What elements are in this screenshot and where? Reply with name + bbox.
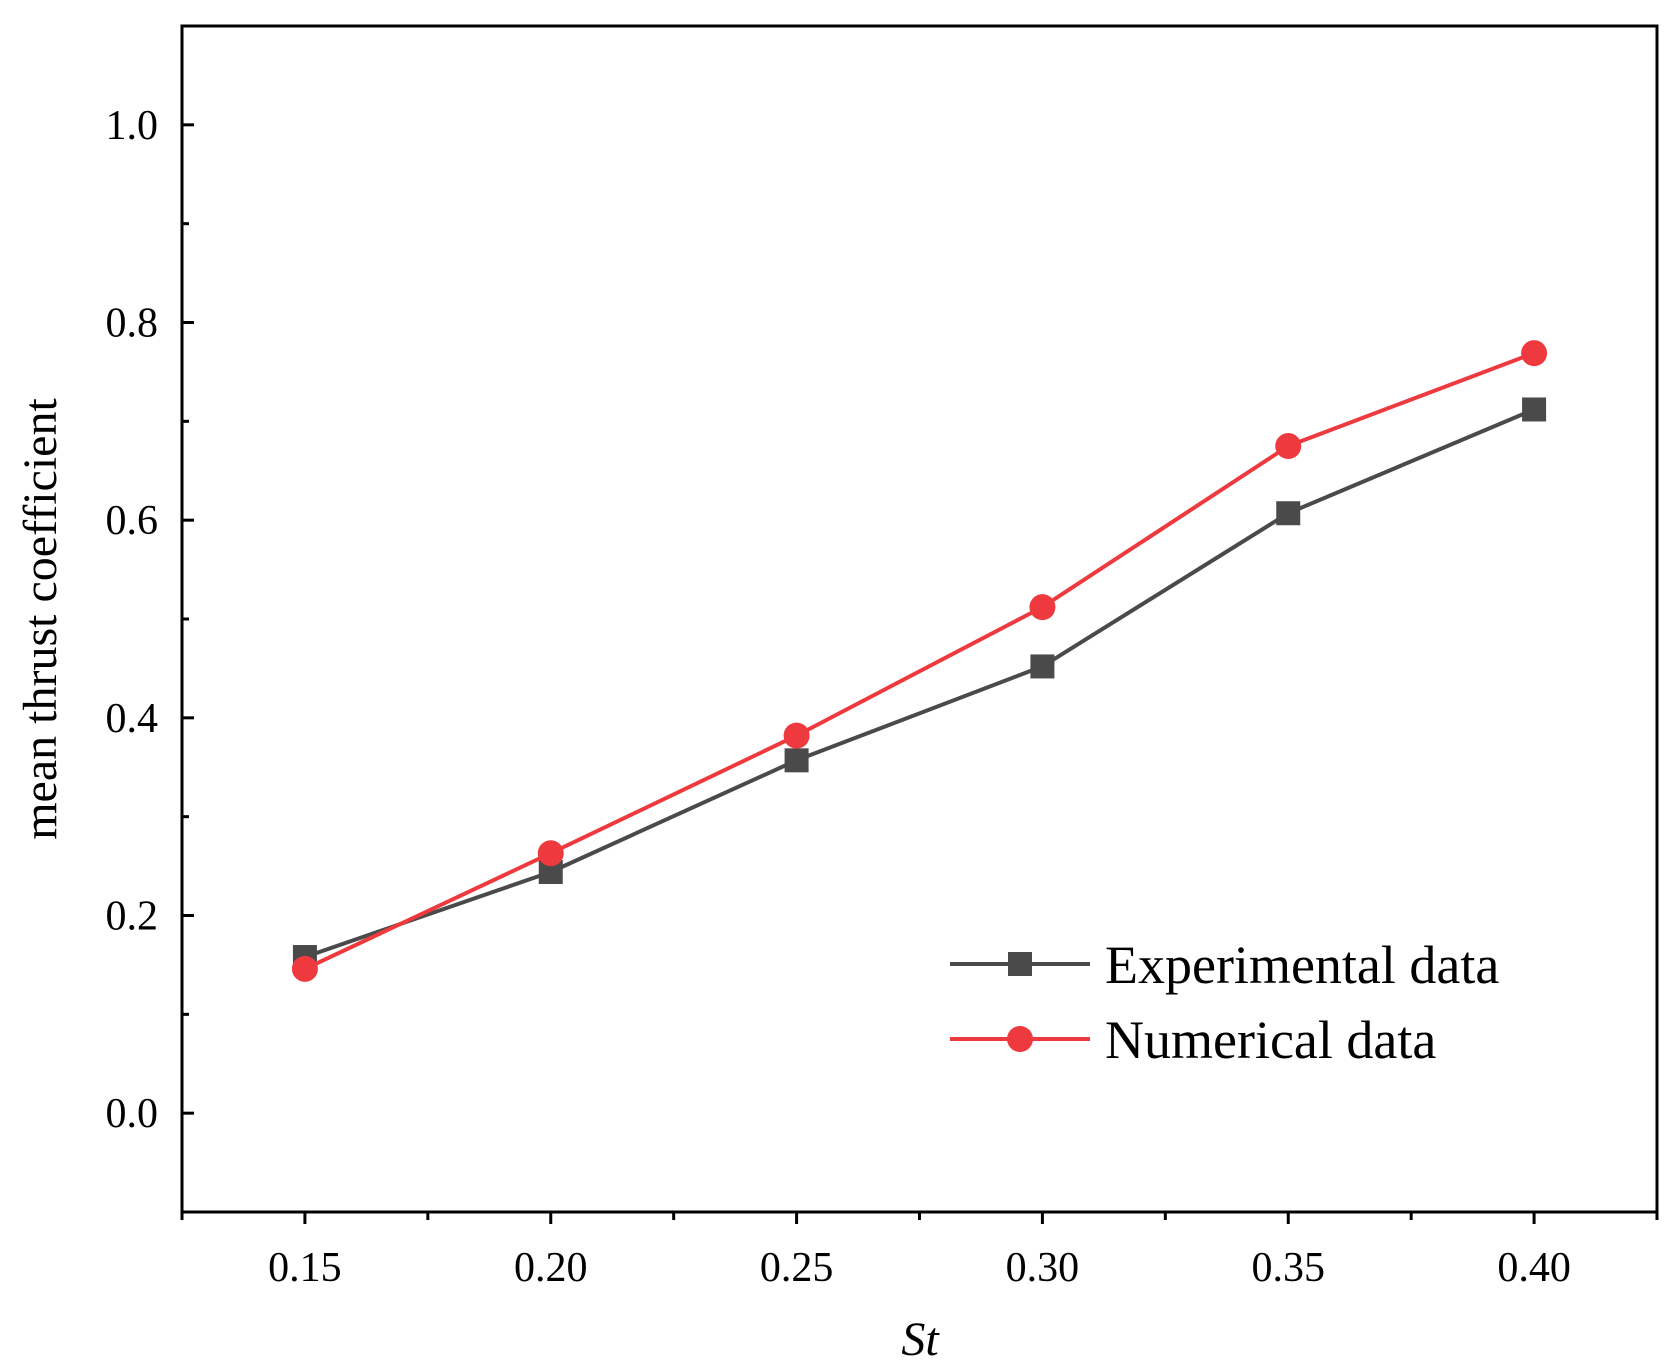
x-tick-label: 0.35: [1252, 1245, 1326, 1291]
y-tick-label: 1.0: [106, 103, 159, 149]
legend-label-experimental: Experimental data: [1105, 935, 1499, 995]
series-line: [304, 351, 1535, 971]
x-tick-label: 0.20: [514, 1245, 588, 1291]
data-point-circle: [1029, 594, 1056, 621]
series-line: [304, 407, 1535, 959]
y-axis-title: mean thrust coefficient: [14, 398, 67, 840]
data-point-square: [1522, 397, 1547, 422]
legend-item-experimental: Experimental data: [950, 935, 1499, 995]
x-axis-tick-labels: 0.15 0.20 0.25 0.30 0.35 0.40: [268, 1245, 1571, 1291]
x-tick-label: 0.15: [268, 1245, 342, 1291]
x-axis-ticks: [180, 1212, 1659, 1224]
y-axis-tick-labels: 0.0 0.2 0.4 0.6 0.8 1.0: [106, 103, 159, 1137]
data-point-square: [784, 748, 809, 773]
legend: Experimental data Numerical data: [950, 935, 1499, 1070]
x-tick-label: 0.30: [1006, 1245, 1080, 1291]
legend-item-numerical: Numerical data: [950, 1010, 1436, 1070]
x-tick-label: 0.40: [1497, 1245, 1571, 1291]
y-tick-label: 0.4: [106, 696, 159, 742]
series-numerical-data: [291, 340, 1548, 982]
series-experimental-data: [292, 397, 1547, 970]
y-tick-label: 0.8: [106, 301, 159, 347]
legend-marker-circle: [1007, 1026, 1033, 1052]
series-layer: [291, 340, 1548, 982]
x-tick-label: 0.25: [760, 1245, 834, 1291]
data-point-circle: [291, 955, 318, 982]
y-axis-ticks: [182, 24, 194, 1214]
legend-marker-square: [1008, 952, 1032, 976]
data-point-circle: [1275, 433, 1302, 460]
y-tick-label: 0.2: [106, 894, 159, 940]
legend-label-numerical: Numerical data: [1105, 1010, 1436, 1070]
data-point-circle: [1521, 340, 1548, 367]
y-tick-label: 0.0: [106, 1091, 159, 1137]
data-point-square: [1030, 654, 1055, 679]
x-axis-title: St: [901, 1313, 940, 1366]
y-tick-label: 0.6: [106, 498, 159, 544]
data-point-square: [1276, 501, 1301, 526]
data-point-circle: [537, 840, 564, 867]
data-point-circle: [783, 722, 810, 749]
